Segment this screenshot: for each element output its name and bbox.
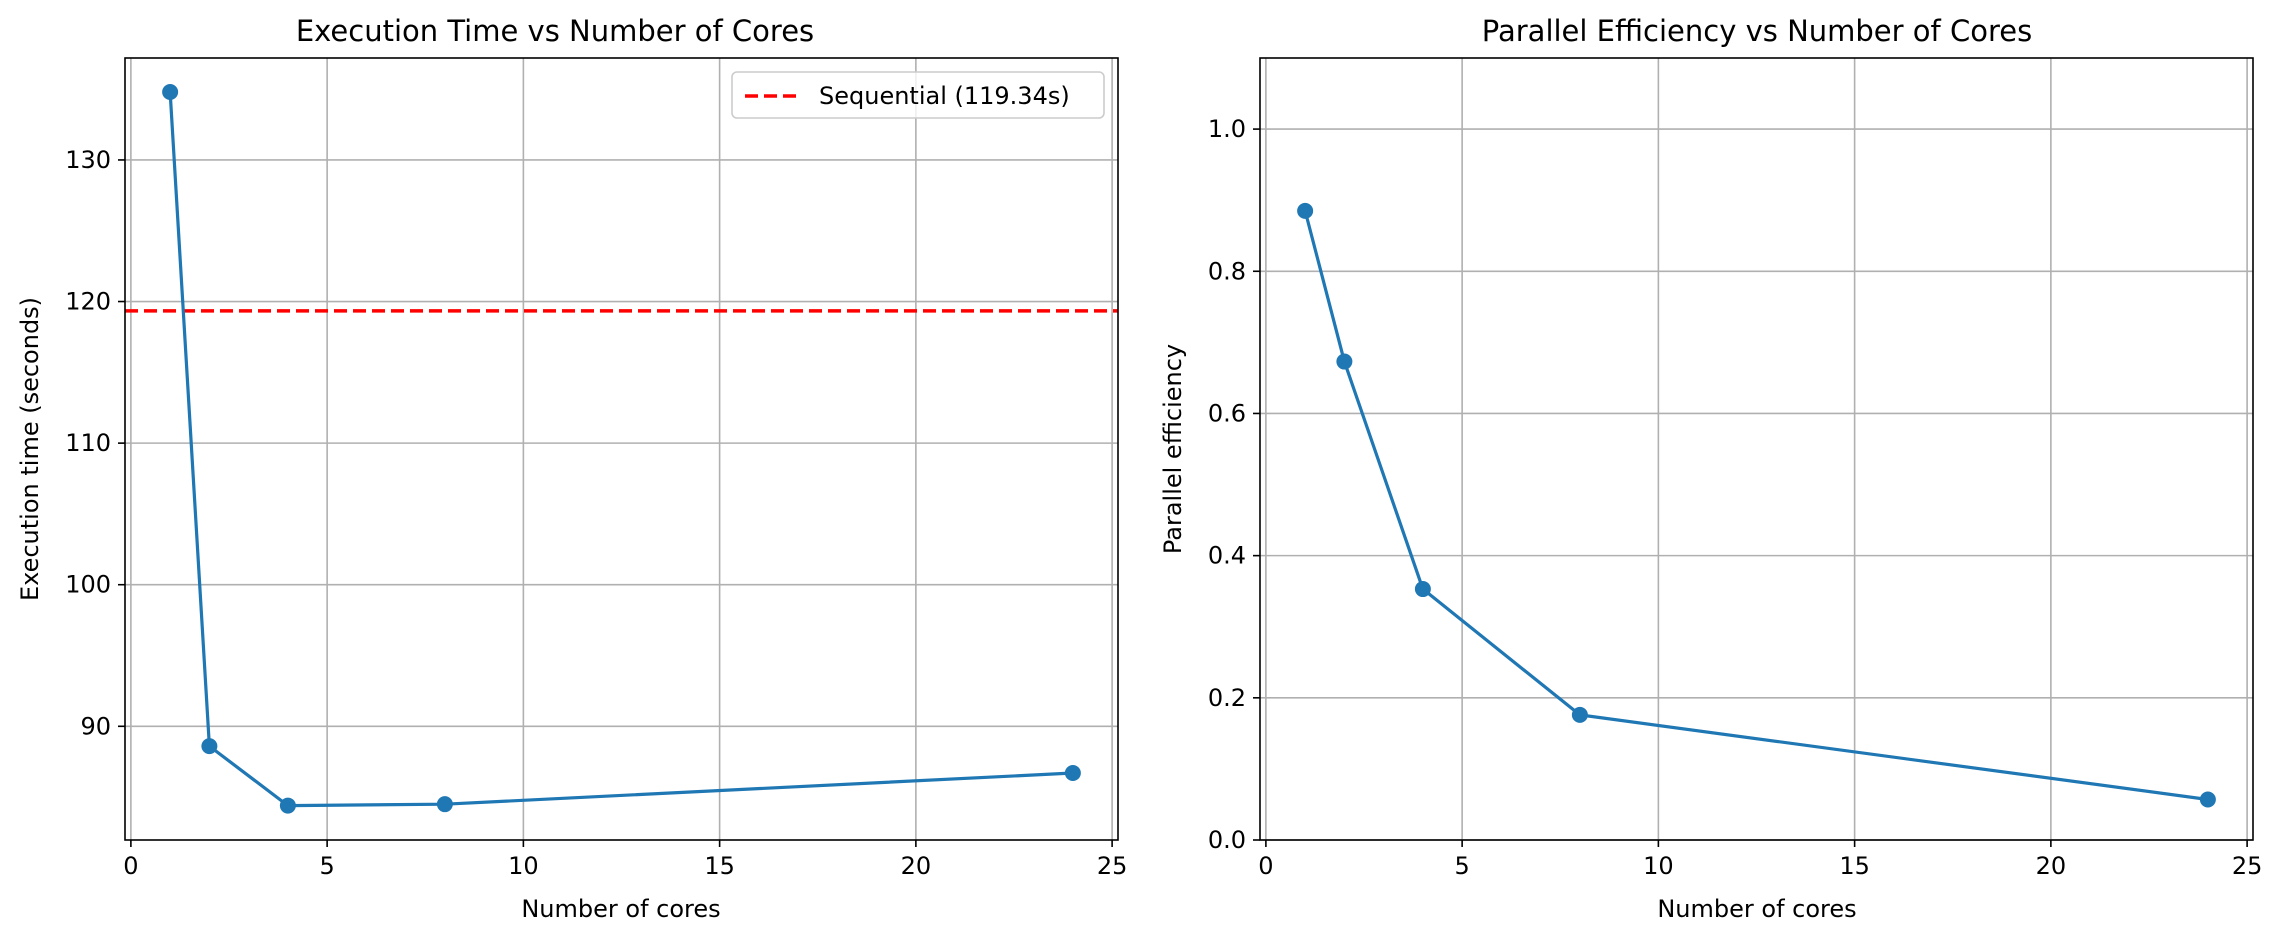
y-tick-label: 110 <box>65 429 111 457</box>
y-tick-label: 100 <box>65 571 111 599</box>
y-tick-label: 120 <box>65 288 111 316</box>
data-point <box>436 796 453 813</box>
y-axis-label: Execution time (seconds) <box>16 297 44 601</box>
y-tick-label: 0.0 <box>1208 826 1246 854</box>
x-tick-label: 25 <box>2232 852 2263 880</box>
y-tick-label: 130 <box>65 146 111 174</box>
axes-frame <box>124 57 1119 841</box>
legend-label-sequential: Sequential (119.34s) <box>819 82 1070 110</box>
x-tick-label: 25 <box>1097 852 1128 880</box>
x-tick-label: 10 <box>508 852 539 880</box>
x-tick-label: 0 <box>123 852 138 880</box>
series-line <box>1303 210 2209 802</box>
data-point <box>162 83 179 100</box>
y-tick-label: 0.4 <box>1208 542 1246 570</box>
data-point <box>2199 791 2216 808</box>
data-point <box>201 738 218 755</box>
x-tick-label: 5 <box>319 852 334 880</box>
x-tick-label: 20 <box>901 852 932 880</box>
data-point <box>1571 706 1588 723</box>
data-point <box>279 797 296 814</box>
execution-time-chart: Execution Time vs Number of Cores 0 5 10 15… <box>16 14 1127 923</box>
chart-title: Parallel Efficiency vs Number of Cores <box>1482 14 2032 48</box>
x-tick-label: 15 <box>1839 852 1870 880</box>
chart-title: Execution Time vs Number of Cores <box>296 14 814 48</box>
x-tick-label: 10 <box>1643 852 1674 880</box>
data-point <box>1336 353 1353 370</box>
axis-ticks: 0 5 10 15 20 25 90 100 110 120 130 <box>65 146 1127 880</box>
legend: Sequential (119.34s) <box>731 71 1105 119</box>
y-tick-label: 90 <box>80 712 111 740</box>
legend-box <box>731 71 1105 119</box>
y-tick-label: 0.6 <box>1208 399 1246 427</box>
x-tick-label: 5 <box>1454 852 1469 880</box>
x-tick-label: 15 <box>704 852 735 880</box>
series-line <box>168 91 1073 808</box>
data-point <box>1414 581 1431 598</box>
plot-area <box>125 83 1118 814</box>
parallel-efficiency-chart: Parallel Efficiency vs Number of Cores 0… <box>1159 14 2262 923</box>
data-point <box>1297 202 1314 219</box>
y-axis-label: Parallel efficiency <box>1159 344 1187 554</box>
plot-area <box>1297 202 2216 808</box>
x-axis-label: Number of cores <box>1657 895 1856 923</box>
data-point <box>1064 765 1081 782</box>
x-tick-label: 0 <box>1258 852 1273 880</box>
x-tick-label: 20 <box>2036 852 2067 880</box>
y-tick-label: 0.8 <box>1208 257 1246 285</box>
axes-frame <box>1259 57 2254 841</box>
y-tick-label: 0.2 <box>1208 684 1246 712</box>
x-axis-label: Number of cores <box>521 895 720 923</box>
grid <box>125 58 1118 840</box>
grid <box>1260 58 2253 841</box>
y-tick-label: 1.0 <box>1208 115 1246 143</box>
axis-ticks: 0 5 10 15 20 25 0.0 0.2 0.4 0.6 0.8 1.0 <box>1208 115 2263 880</box>
